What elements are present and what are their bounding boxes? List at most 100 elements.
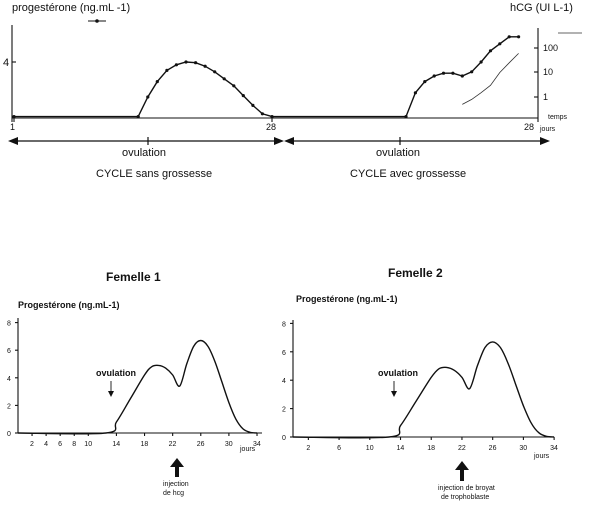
progesterone-point-25 [488, 49, 493, 53]
femelle2-x-tick-label-26: 26 [489, 445, 497, 452]
x-tick-label-28b: 28 [524, 122, 534, 132]
progesterone-point-8 [203, 64, 207, 68]
cycle1-caption: CYCLE sans grossesse [96, 168, 212, 180]
progesterone-point-26 [498, 42, 502, 46]
femelle2-y-tick-label-0: 0 [282, 435, 286, 442]
right-y-tick-label-10: 10 [543, 67, 553, 77]
left-y-tick-label-4: 4 [3, 57, 9, 69]
progesterone-axis-label: progestérone (ng.mL -1) [12, 2, 130, 14]
progesterone-legend-dot [95, 19, 99, 23]
progesterone-point-5 [174, 63, 178, 67]
femelle2-ovulation-arrow-head [391, 391, 397, 397]
femelle1-title: Femelle 1 [106, 270, 161, 284]
progesterone-point-6 [184, 60, 188, 64]
femelle1-x-tick-label-10: 10 [84, 441, 92, 448]
right-y-tick-label-1: 1 [543, 92, 548, 102]
femelle2-x-tick-label-22: 22 [458, 445, 466, 452]
progesterone-point-23 [470, 70, 474, 74]
femelle2-chart: Femelle 2 Progestérone (ng.mL-1) 0 2 4 6 8 2… [282, 266, 558, 501]
femelle2-x-tick-label-30: 30 [519, 445, 527, 452]
femelle1-y-tick-label-2: 2 [7, 403, 11, 410]
progesterone-point-10 [222, 77, 226, 81]
femelle2-x-tick-label-10: 10 [366, 445, 374, 452]
femelle1-x-tick-label-4: 4 [44, 441, 48, 448]
cycle2-arrow-right-head [540, 137, 550, 145]
progesterone-point-14 [260, 112, 264, 116]
progesterone-point-27 [507, 35, 511, 39]
progesterone-point-22 [460, 74, 464, 78]
progesterone-point-28 [517, 35, 521, 39]
femelle2-injection-line2: de trophoblaste [441, 494, 489, 501]
progesterone-point-19 [432, 74, 436, 78]
progesterone-series-line [14, 36, 519, 118]
femelle1-chart: Femelle 1 Progestérone (ng.mL-1) 0 2 4 6 8 2… [7, 270, 262, 497]
progesterone-point-11 [232, 84, 236, 88]
femelle2-injection-label: injection de broyat de trophoblaste [438, 485, 495, 501]
femelle1-x-tick-label-22: 22 [169, 441, 177, 448]
progesterone-point-13 [251, 103, 255, 107]
femelle1-x-tick-label-34: 34 [253, 441, 261, 448]
femelle2-x-tick-label-34: 34 [550, 445, 558, 452]
x-tick-label-1: 1 [10, 122, 15, 132]
femelle2-y-label: Progestérone (ng.mL-1) [296, 294, 398, 304]
femelle1-x-tick-label-18: 18 [141, 441, 149, 448]
cycle2-arrow-left-head [284, 137, 294, 145]
x-unit-label: temps jours [539, 114, 568, 133]
femelle1-x-tick-label-26: 26 [197, 441, 205, 448]
femelle2-y-tick-label-2: 2 [282, 407, 286, 414]
femelle2-x-tick-label-18: 18 [427, 445, 435, 452]
femelle2-y-tick-label-4: 4 [282, 378, 286, 385]
femelle1-y-tick-label-8: 8 [7, 321, 11, 328]
femelle2-y-tick-label-8: 8 [282, 321, 286, 328]
femelle2-x-tick-label-2: 2 [306, 445, 310, 452]
femelle2-injection-arrow [455, 461, 469, 481]
femelle2-series-line [292, 341, 555, 439]
femelle2-x-tick-label-6: 6 [337, 445, 341, 452]
femelle1-x-tick-label-14: 14 [112, 441, 120, 448]
femelle1-x-tick-label-2: 2 [30, 441, 34, 448]
femelle1-y-tick-label-6: 6 [7, 348, 11, 355]
progesterone-point-9 [213, 70, 217, 74]
femelle2-injection-line1: injection de broyat [438, 485, 495, 492]
progesterone-point-21 [451, 71, 455, 75]
progesterone-point-4 [165, 68, 169, 72]
femelle1-y-tick-label-4: 4 [7, 376, 11, 383]
femelle2-x-tick-label-14: 14 [397, 445, 405, 452]
cycle2-ovulation-label: ovulation [376, 147, 420, 159]
progesterone-point-16 [404, 115, 408, 119]
hcg-axis-label: hCG (UI L-1) [510, 2, 573, 14]
progesterone-point-18 [423, 80, 427, 84]
femelle1-x-unit: jours [239, 446, 256, 453]
progesterone-point-7 [194, 61, 198, 65]
femelle2-y-tick-label-6: 6 [282, 350, 286, 357]
femelle2-y-ticks: 0 2 4 6 8 [282, 321, 293, 442]
x-unit-temps: temps [548, 114, 568, 121]
femelle1-ovulation-label: ovulation [96, 368, 136, 378]
progesterone-point-1 [136, 115, 140, 119]
femelle1-x-tick-label-6: 6 [58, 441, 62, 448]
progesterone-point-12 [241, 94, 245, 98]
hcg-series-line [462, 53, 519, 105]
x-unit-jours: jours [539, 126, 556, 133]
x-tick-label-28a: 28 [266, 122, 276, 132]
femelle1-ovulation-arrow-head [108, 391, 114, 397]
progesterone-point-2 [146, 95, 150, 99]
femelle1-y-label: Progestérone (ng.mL-1) [18, 300, 120, 310]
cycle2-caption: CYCLE avec grossesse [350, 168, 466, 180]
femelle1-injection-line2: de hcg [163, 490, 184, 497]
femelle1-x-tick-label-8: 8 [72, 441, 76, 448]
femelle1-y-ticks: 0 2 4 6 8 [7, 321, 18, 438]
progesterone-series-points [12, 35, 521, 119]
cycle1-arrow-left-head [8, 137, 18, 145]
progesterone-point-24 [479, 60, 483, 64]
femelle1-injection-label: injection de hcg [163, 481, 189, 497]
progesterone-point-3 [155, 80, 159, 84]
cycle1-ovulation-label: ovulation [122, 147, 166, 159]
femelle1-y-tick-label-0: 0 [7, 431, 11, 438]
cycle1-arrow-right-head [274, 137, 284, 145]
progesterone-point-0 [12, 115, 16, 119]
progesterone-point-17 [413, 91, 417, 95]
femelle2-ovulation-label: ovulation [378, 368, 418, 378]
cycle-chart: progestérone (ng.mL -1) hCG (UI L-1) 4 1… [3, 2, 582, 180]
